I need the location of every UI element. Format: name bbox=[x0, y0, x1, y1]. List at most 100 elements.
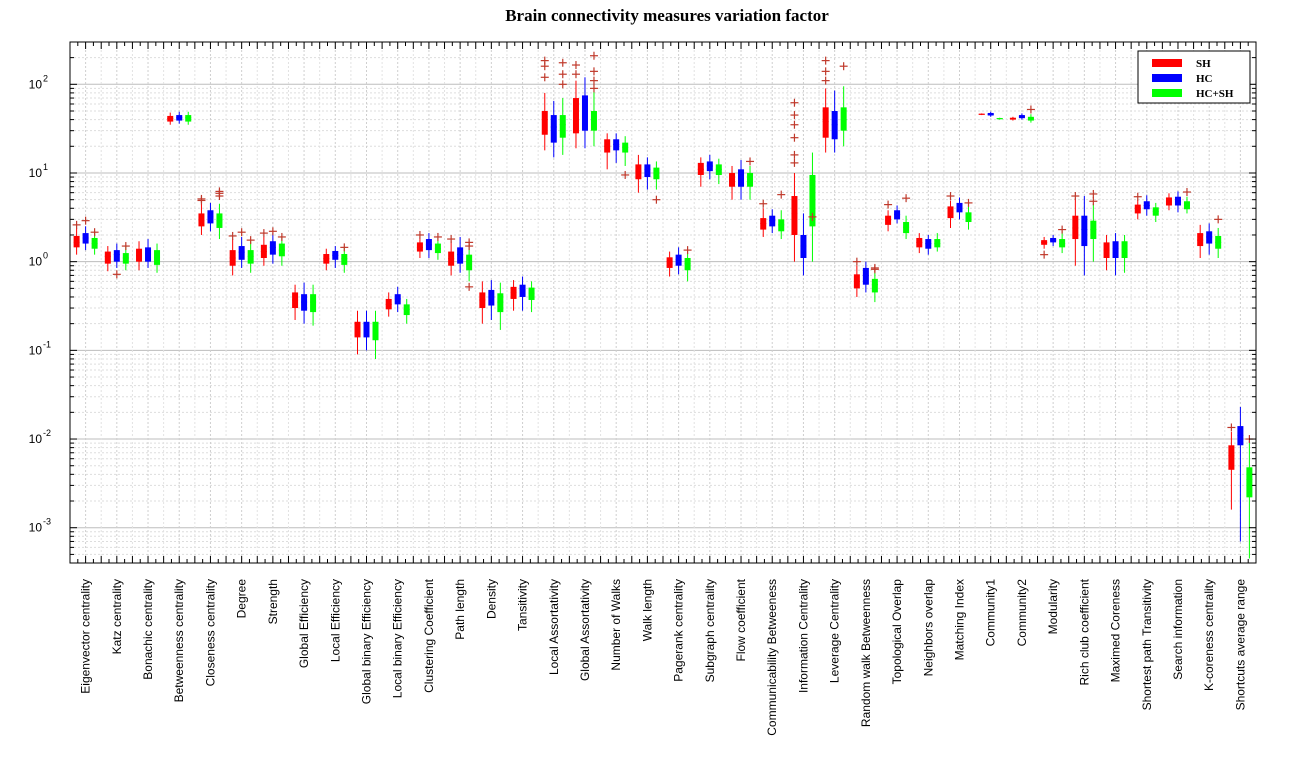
x-category-label: Pagerank centrality bbox=[672, 579, 686, 682]
box-iqr bbox=[310, 294, 317, 313]
box-iqr bbox=[947, 206, 954, 219]
x-category-label: Katz centrality bbox=[110, 579, 124, 654]
x-category-label: Number of Walks bbox=[609, 579, 623, 671]
y-tick-label: 10 bbox=[29, 432, 43, 446]
y-tick-label: 10 bbox=[29, 343, 43, 357]
x-category-label: Local binary Efficiency bbox=[391, 579, 405, 698]
box-iqr bbox=[1197, 233, 1204, 247]
x-category-label: Betweenness centrality bbox=[172, 579, 186, 702]
box-iqr bbox=[497, 293, 504, 313]
box-iqr bbox=[519, 284, 526, 297]
x-category-label: Topological Overlap bbox=[890, 579, 904, 685]
box-iqr bbox=[1112, 241, 1119, 259]
axis-ticks bbox=[69, 41, 1257, 564]
x-category-label: Global Assortativity bbox=[578, 579, 592, 681]
box-iqr bbox=[862, 267, 869, 285]
x-category-label: Modularity bbox=[1046, 579, 1060, 634]
legend-swatch bbox=[1152, 74, 1182, 82]
legend-swatch bbox=[1152, 89, 1182, 97]
x-category-label: Neighbors overlap bbox=[921, 579, 935, 677]
chart-title: Brain connectivity measures variation fa… bbox=[505, 6, 829, 25]
box-iqr bbox=[644, 164, 651, 178]
x-category-label: Matching Index bbox=[953, 579, 967, 660]
box-series bbox=[72, 51, 1254, 559]
y-tick-label-exponent: -3 bbox=[43, 517, 51, 527]
box-iqr bbox=[238, 246, 245, 260]
box-iqr bbox=[457, 247, 464, 264]
y-tick-label: 10 bbox=[29, 77, 43, 91]
box-iqr bbox=[550, 115, 557, 143]
x-category-label: Global binary Efficiency bbox=[360, 579, 374, 704]
box-iqr bbox=[1228, 445, 1235, 470]
legend-label: SH bbox=[1196, 58, 1211, 70]
x-category-label: Global Efficiency bbox=[297, 579, 311, 668]
box-iqr bbox=[247, 250, 254, 264]
box-iqr bbox=[572, 98, 579, 134]
x-category-label: Communicability Betweeness bbox=[765, 579, 779, 736]
x-category-label: Strength bbox=[266, 579, 280, 624]
y-tick-label: 10 bbox=[29, 255, 43, 269]
x-category-label: Density bbox=[484, 579, 498, 619]
x-category-label: Path length bbox=[453, 579, 467, 640]
box-iqr bbox=[1134, 204, 1141, 214]
x-category-label: Walk length bbox=[640, 579, 654, 641]
box-iqr bbox=[666, 257, 673, 268]
box-iqr bbox=[1081, 215, 1088, 247]
legend-label: HC bbox=[1196, 73, 1213, 85]
box-iqr bbox=[1072, 215, 1079, 240]
x-category-label: Closeness centrality bbox=[203, 579, 217, 686]
x-category-label: Clustering Coefficient bbox=[422, 578, 436, 693]
y-tick-label: 10 bbox=[29, 521, 43, 535]
legend-swatch bbox=[1152, 59, 1182, 67]
legend: SH HC HC+SH bbox=[1137, 50, 1251, 104]
x-category-label: Random walk Betweenness bbox=[859, 579, 873, 727]
box-iqr bbox=[1246, 467, 1253, 498]
box-iqr bbox=[581, 95, 588, 131]
x-category-label: Leverage Centrality bbox=[828, 579, 842, 683]
y-tick-label-exponent: -2 bbox=[43, 428, 51, 438]
box-iqr bbox=[559, 115, 566, 138]
box-iqr bbox=[541, 111, 548, 135]
y-tick-label-exponent: 0 bbox=[43, 251, 48, 261]
box-iqr bbox=[747, 172, 754, 187]
box-iqr bbox=[372, 321, 379, 341]
x-category-label: Search information bbox=[1171, 579, 1185, 680]
box-iqr bbox=[822, 107, 829, 138]
box-iqr bbox=[73, 235, 80, 248]
grid-lines bbox=[69, 41, 1257, 564]
x-category-label: Tansitivity bbox=[516, 579, 530, 631]
x-category-label: Information Centrality bbox=[796, 579, 810, 693]
box-iqr bbox=[590, 111, 597, 131]
x-category-label: Degree bbox=[235, 579, 249, 619]
box-iqr bbox=[269, 241, 276, 255]
y-tick-label-exponent: -1 bbox=[43, 339, 51, 349]
box-iqr bbox=[104, 251, 111, 264]
box-iqr bbox=[729, 172, 736, 187]
box-iqr bbox=[809, 174, 816, 227]
box-iqr bbox=[341, 254, 348, 265]
box-iqr bbox=[738, 169, 745, 187]
y-tick-label: 10 bbox=[29, 166, 43, 180]
x-category-label: Shortest path Transitivity bbox=[1140, 579, 1154, 710]
x-category-label: Local Assortativity bbox=[547, 579, 561, 675]
box-iqr bbox=[791, 196, 798, 235]
y-tick-label-exponent: 1 bbox=[43, 162, 48, 172]
x-category-label: Subgraph centrality bbox=[703, 579, 717, 682]
x-category-label: Rich club coefficient bbox=[1077, 578, 1091, 685]
x-category-label: Eigenvector centrality bbox=[79, 579, 93, 694]
box-iqr bbox=[840, 107, 847, 131]
x-category-label: Flow coefficient bbox=[734, 578, 748, 661]
x-axis-category-labels: Eigenvector centrality Katz centrality Bon… bbox=[79, 578, 1248, 735]
y-tick-label-exponent: 2 bbox=[43, 73, 48, 83]
box-iqr bbox=[635, 164, 642, 180]
box-iqr bbox=[488, 289, 495, 306]
x-category-label: Shortcuts average range bbox=[1233, 579, 1247, 711]
box-iqr bbox=[145, 247, 152, 262]
box-iqr bbox=[466, 254, 473, 271]
x-category-label: Community2 bbox=[1015, 579, 1029, 647]
box-iqr bbox=[185, 115, 192, 122]
box-iqr bbox=[113, 250, 120, 262]
x-category-label: Local Efficiency bbox=[328, 579, 342, 662]
box-iqr bbox=[198, 213, 205, 227]
